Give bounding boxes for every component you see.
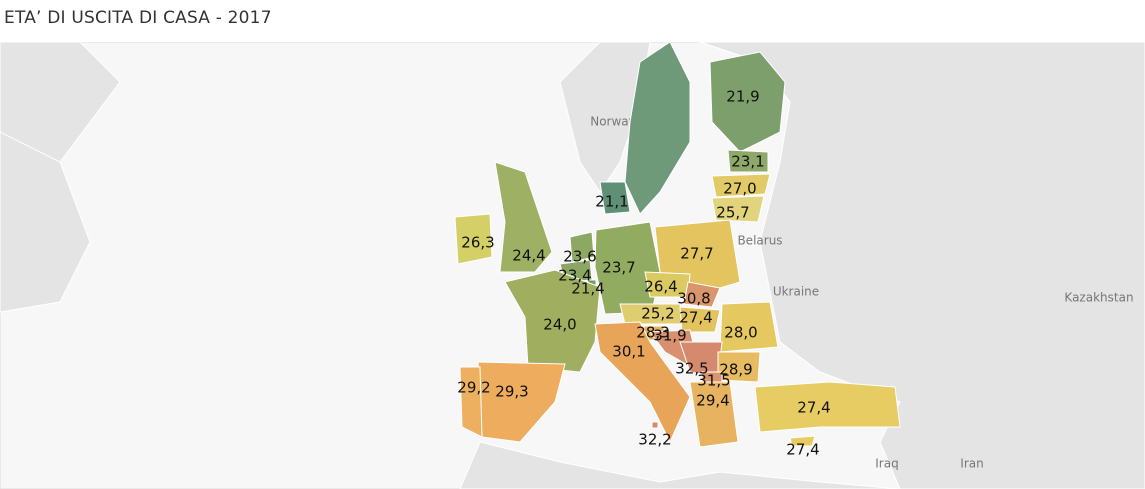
region-value: 29,4 (696, 392, 729, 410)
region-value: 28,3 (636, 324, 669, 342)
map: Norway Belarus Ukraine Kazakhstan Iraq I… (0, 42, 1145, 489)
region-value: 32,2 (638, 431, 671, 449)
region[interactable] (717, 351, 761, 383)
region-value: 27,4 (679, 309, 712, 327)
region-value: 32,5 (675, 360, 708, 378)
russia-asia (699, 42, 1145, 489)
region[interactable] (754, 381, 901, 433)
map-title: ETA’ DI USCITA DI CASA - 2017 (4, 8, 272, 28)
region[interactable] (683, 281, 721, 308)
region[interactable] (494, 161, 553, 273)
region-value: 29,2 (457, 379, 490, 397)
region[interactable] (689, 381, 739, 448)
region[interactable] (594, 321, 691, 444)
labels: 21,9 21,1 23,1 27,0 25,7 26,3 24,4 23,623,421,4… (457, 88, 830, 459)
region[interactable] (454, 213, 493, 265)
place-label: Iran (960, 457, 983, 471)
canada (0, 131, 91, 313)
region-value: 25,2 (641, 305, 674, 323)
region-value: 24,4 (512, 247, 545, 265)
place-label: Norway (590, 115, 636, 129)
region-value: 28,0 (724, 324, 757, 342)
region-value: 21,4 (571, 280, 604, 298)
region[interactable] (679, 306, 721, 333)
region[interactable] (711, 195, 765, 223)
region-no-data (624, 42, 691, 215)
region-value: 27,4 (786, 441, 819, 459)
region[interactable] (727, 149, 769, 173)
region-value: 23,4 (558, 267, 591, 285)
region[interactable] (711, 173, 771, 198)
region-value: 26,4 (644, 278, 677, 296)
region-value: 27,0 (723, 180, 756, 198)
regions (454, 51, 901, 448)
region-value: 29,3 (495, 383, 528, 401)
region[interactable] (719, 301, 779, 353)
region-value: 30,8 (677, 290, 710, 308)
place-label: Ukraine (773, 285, 819, 299)
place-label: Kazakhstan (1064, 291, 1133, 305)
region-value: 30,1 (612, 343, 645, 361)
background-land (0, 42, 1145, 489)
region-value: 23,1 (731, 153, 764, 171)
place-label: Belarus (737, 234, 782, 248)
region[interactable] (504, 269, 601, 373)
region-value: 21,9 (726, 88, 759, 106)
region[interactable] (459, 366, 483, 438)
region-value: 23,7 (602, 259, 635, 277)
region-value: 28,9 (719, 361, 752, 379)
region-value: 31,5 (697, 372, 730, 390)
region[interactable] (569, 231, 595, 263)
north-africa (459, 441, 901, 489)
region[interactable] (651, 421, 659, 429)
region-value: 27,4 (797, 399, 830, 417)
region-value: 23,6 (563, 248, 596, 266)
place-label: Iraq (875, 457, 898, 471)
region-value: 25,7 (716, 204, 749, 222)
region[interactable] (709, 51, 786, 153)
region-value: 27,7 (680, 245, 713, 263)
region-value: 21,1 (595, 193, 628, 211)
region-value: 31,9 (653, 327, 686, 345)
region-value: 26,3 (461, 234, 494, 252)
region[interactable] (789, 435, 816, 447)
region[interactable] (599, 181, 631, 215)
region-value: 24,0 (543, 316, 576, 334)
